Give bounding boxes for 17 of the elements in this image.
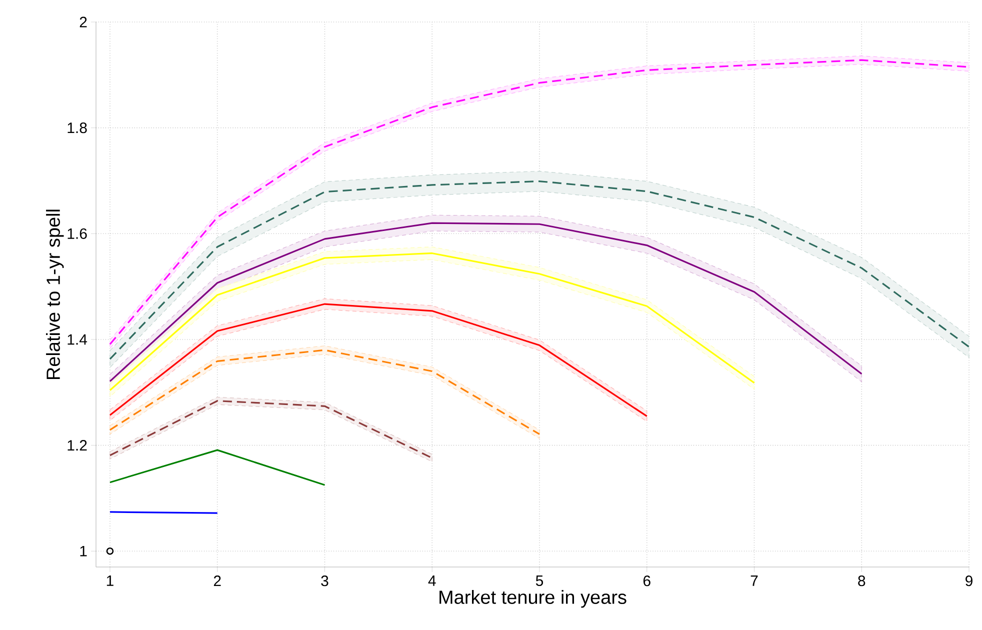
x-tick-label: 7 bbox=[750, 576, 758, 586]
x-tick-label: 5 bbox=[536, 576, 544, 586]
y-tick-label: 1.6 bbox=[68, 228, 87, 239]
y-tick-label: 1 bbox=[80, 546, 87, 556]
x-tick-label: 1 bbox=[106, 576, 114, 586]
x-tick-label: 8 bbox=[858, 576, 866, 586]
y-tick-label: 1.8 bbox=[68, 122, 87, 134]
x-tick-label: 6 bbox=[643, 576, 650, 586]
y-tick-label: 2 bbox=[80, 16, 87, 28]
x-tick-label: 4 bbox=[428, 576, 436, 586]
x-tick-label: 9 bbox=[966, 576, 972, 586]
x-tick-label: 3 bbox=[321, 576, 328, 586]
y-axis-title: Relative to 1-yr spell bbox=[46, 210, 64, 380]
y-tick-label: 1.2 bbox=[68, 440, 87, 451]
x-tick-label: 2 bbox=[214, 576, 221, 586]
y-tick-label: 1.4 bbox=[68, 334, 88, 345]
x-axis-title: Market tenure in years bbox=[440, 590, 626, 608]
